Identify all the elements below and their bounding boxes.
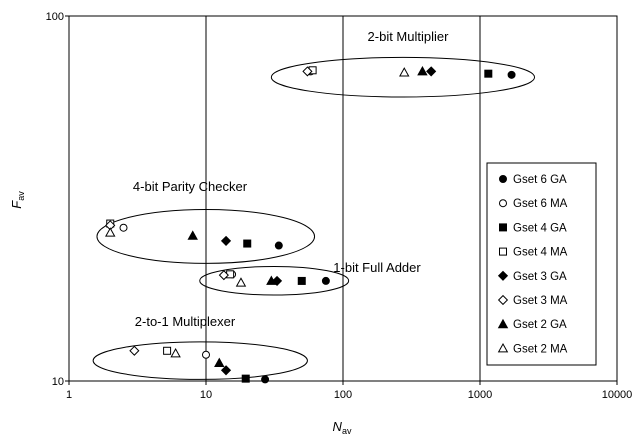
data-point [417, 66, 428, 76]
group-ellipse [96, 209, 316, 264]
data-point [241, 374, 250, 383]
group-label: 4-bit Parity Checker [133, 179, 248, 194]
x-tick-label: 10000 [602, 389, 633, 401]
data-point [274, 241, 283, 250]
x-axis-ticks: 1 10 100 1000 10000 [66, 381, 632, 401]
group-ellipse [270, 56, 536, 98]
data-point [170, 348, 181, 358]
data-point [297, 276, 306, 285]
legend-entry: Gset 3 MA [513, 295, 568, 307]
data-point [220, 365, 232, 376]
data-point [202, 350, 210, 359]
data-point [218, 270, 229, 281]
data-point [302, 66, 313, 77]
legend-entry: Gset 4 MA [513, 247, 568, 259]
legend-entry: Gset 4 GA [513, 222, 567, 234]
legend-box [486, 162, 597, 366]
data-point [484, 69, 493, 78]
legend-marker [499, 175, 507, 183]
legend-entry: Gset 3 GA [513, 271, 567, 283]
x-tick-label: 1000 [468, 389, 492, 401]
group-label: 2-to-1 Multiplexer [135, 314, 236, 329]
y-axis-ticks: 10 100 [46, 11, 69, 388]
data-point [129, 345, 140, 356]
legend-marker [497, 294, 509, 306]
legend-marker [499, 247, 507, 256]
data-point [261, 375, 270, 384]
data-point [187, 230, 198, 240]
data-point [214, 357, 225, 368]
legend-marker [497, 318, 509, 329]
legend-entry: Gset 2 MA [513, 343, 568, 355]
data-point [426, 66, 437, 77]
legend-marker [499, 223, 507, 232]
data-point [243, 239, 252, 248]
legend-marker [499, 199, 507, 208]
data-point [399, 67, 410, 77]
legend-entry: Gset 6 GA [513, 174, 567, 186]
x-tick-label: 10 [200, 389, 212, 401]
x-axis-title: Nav [333, 419, 352, 436]
x-tick-label: 100 [334, 389, 352, 401]
y-tick-label: 100 [46, 11, 64, 23]
data-point [507, 70, 516, 79]
gridlines [205, 16, 481, 381]
legend-entry: Gset 2 GA [513, 319, 567, 331]
data-point [220, 235, 232, 246]
data-point [321, 276, 330, 285]
x-tick-label: 1 [66, 389, 72, 401]
data-point [235, 277, 247, 287]
data-point [105, 227, 116, 237]
legend-marker [497, 342, 509, 353]
legend-entry: Gset 6 MA [513, 198, 568, 210]
group-ellipses [92, 56, 536, 380]
group-ellipse [199, 265, 350, 296]
legend: Gset 6 GA Gset 6 MA Gset 4 GA Gset 4 MA Gset… [486, 162, 597, 366]
data-point [266, 275, 277, 285]
y-tick-label: 10 [52, 376, 64, 388]
y-axis-title: Fav [9, 191, 26, 209]
group-ellipse [92, 341, 308, 380]
data-point [163, 346, 172, 355]
data-points [105, 66, 516, 384]
group-label: 1-bit Full Adder [333, 260, 421, 275]
legend-marker [497, 270, 509, 281]
group-labels: 2-bit Multiplier 4-bit Parity Checker 1-bi… [133, 29, 449, 329]
group-label: 2-bit Multiplier [368, 29, 450, 44]
data-point [119, 223, 128, 232]
